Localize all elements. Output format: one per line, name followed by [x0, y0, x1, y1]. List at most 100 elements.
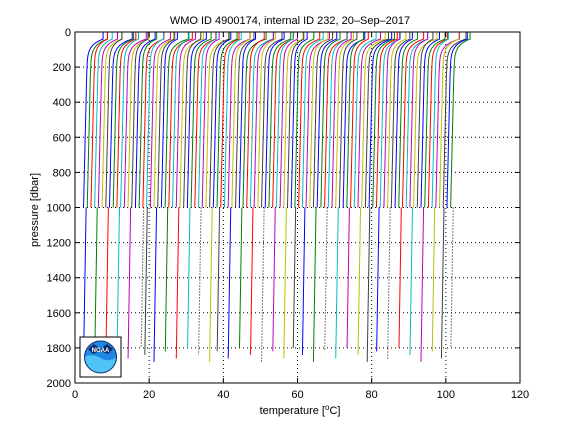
- y-tick-label: 1600: [47, 308, 71, 320]
- x-tick-label: 20: [143, 389, 155, 401]
- x-tick-label: 120: [511, 389, 529, 401]
- profile-line-shallow: [194, 32, 217, 208]
- profile-lines: [83, 32, 471, 362]
- noaa-logo: NOAA: [79, 336, 122, 378]
- profile-line-shallow: [146, 32, 164, 208]
- x-axis-label: temperature [oC]: [260, 403, 341, 417]
- profile-line-shallow: [201, 32, 220, 208]
- profile-line-shallow: [197, 32, 217, 208]
- profile-line-shallow: [168, 32, 193, 208]
- profile-line-shallow: [346, 32, 364, 208]
- profile-line-shallow: [390, 32, 411, 208]
- profile-line-shallow: [394, 32, 413, 208]
- y-tick-label: 400: [53, 97, 71, 109]
- profile-line-shallow: [123, 32, 147, 208]
- profile-line-shallow: [268, 32, 292, 208]
- plot-area: 0 20 40 60 80 100 1200200400600800100012001400…: [47, 27, 530, 401]
- profile-line-shallow: [290, 32, 308, 208]
- x-axis-label-unit: C]: [329, 405, 340, 417]
- profile-line-deep: [335, 207, 339, 359]
- profile-line-shallow: [134, 32, 156, 208]
- profile-line-shallow: [450, 32, 471, 208]
- profile-line-deep: [105, 207, 109, 362]
- profile-line-deep: [83, 207, 87, 348]
- profile-line-deep: [175, 207, 180, 359]
- profile-line-shallow: [257, 32, 276, 208]
- profile-line-shallow: [435, 32, 460, 208]
- profile-line-shallow: [131, 32, 149, 208]
- profile-line-deep: [292, 207, 297, 348]
- y-tick-label: 1800: [47, 343, 71, 355]
- profile-line-deep: [250, 207, 254, 355]
- y-tick-label: 600: [53, 132, 71, 144]
- profile-line-shallow: [413, 32, 438, 208]
- profile-line-deep: [116, 207, 120, 352]
- profile-line-deep: [272, 207, 276, 352]
- x-tick-label: 100: [437, 389, 455, 401]
- profile-line-deep: [346, 207, 350, 348]
- profile-line-shallow: [353, 32, 377, 208]
- y-tick-label: 1400: [47, 273, 71, 285]
- profile-line-shallow: [90, 32, 108, 208]
- profile-line-shallow: [97, 32, 119, 208]
- profile-line-shallow: [283, 32, 304, 208]
- profile-line-shallow: [368, 32, 393, 208]
- profile-line-shallow: [398, 32, 419, 208]
- profile-line-shallow: [320, 32, 341, 208]
- profile-line-shallow: [220, 32, 240, 208]
- profile-line-shallow: [94, 32, 113, 208]
- profile-line-shallow: [116, 32, 137, 208]
- profile-line-shallow: [301, 32, 324, 208]
- profile-line-shallow: [420, 32, 440, 208]
- profile-line-shallow: [286, 32, 305, 208]
- profile-line-shallow: [120, 32, 140, 208]
- profile-line-deep: [376, 207, 380, 352]
- profile-line-deep: [239, 207, 243, 348]
- profile-line-shallow: [112, 32, 135, 208]
- profile-line-shallow: [305, 32, 330, 208]
- y-tick-label: 200: [53, 62, 71, 74]
- profile-line-shallow: [350, 32, 369, 208]
- y-tick-label: 800: [53, 167, 71, 179]
- profile-line-shallow: [342, 32, 366, 208]
- profile-line-shallow: [153, 32, 175, 208]
- profile-line-shallow: [264, 32, 285, 208]
- profile-line-shallow: [172, 32, 190, 208]
- profile-line-shallow: [216, 32, 238, 208]
- profile-line-deep: [366, 207, 371, 362]
- profile-line-shallow: [383, 32, 401, 208]
- profile-line-shallow: [375, 32, 398, 208]
- profile-line-shallow: [309, 32, 329, 208]
- y-axis-label: pressure [dbar]: [29, 173, 41, 247]
- profile-line-shallow: [183, 32, 202, 208]
- logo-text: NOAA: [92, 348, 110, 354]
- profile-line-shallow: [253, 32, 275, 208]
- profile-line-deep: [440, 207, 445, 359]
- x-tick-label: 60: [291, 389, 303, 401]
- profile-line-shallow: [235, 32, 255, 208]
- chart-title: WMO ID 4900174, internal ID 232, 20–Sep–…: [170, 15, 410, 27]
- profile-line-deep: [420, 207, 425, 362]
- profile-line-shallow: [424, 32, 446, 208]
- profile-line-shallow: [149, 32, 171, 208]
- profile-line-shallow: [372, 32, 395, 208]
- profile-line-shallow: [138, 32, 158, 208]
- profile-line-deep: [94, 207, 98, 355]
- profile-line-shallow: [294, 32, 315, 208]
- profile-line-shallow: [279, 32, 298, 208]
- profile-line-deep: [301, 207, 306, 355]
- profile-line-shallow: [160, 32, 178, 208]
- profile-line-shallow: [186, 32, 207, 208]
- profile-line-shallow: [338, 32, 358, 208]
- profile-line-shallow: [238, 32, 256, 208]
- profile-line-shallow: [190, 32, 212, 208]
- profile-line-shallow: [364, 32, 389, 208]
- y-tick-label: 0: [65, 27, 71, 39]
- profile-line-shallow: [127, 32, 150, 208]
- profile-line-shallow: [409, 32, 429, 208]
- profile-line-deep: [450, 207, 454, 348]
- x-axis-label-degree: o: [325, 403, 330, 412]
- profile-line-shallow: [105, 32, 123, 208]
- profile-line-shallow: [242, 32, 267, 208]
- profile-line-shallow: [275, 32, 294, 208]
